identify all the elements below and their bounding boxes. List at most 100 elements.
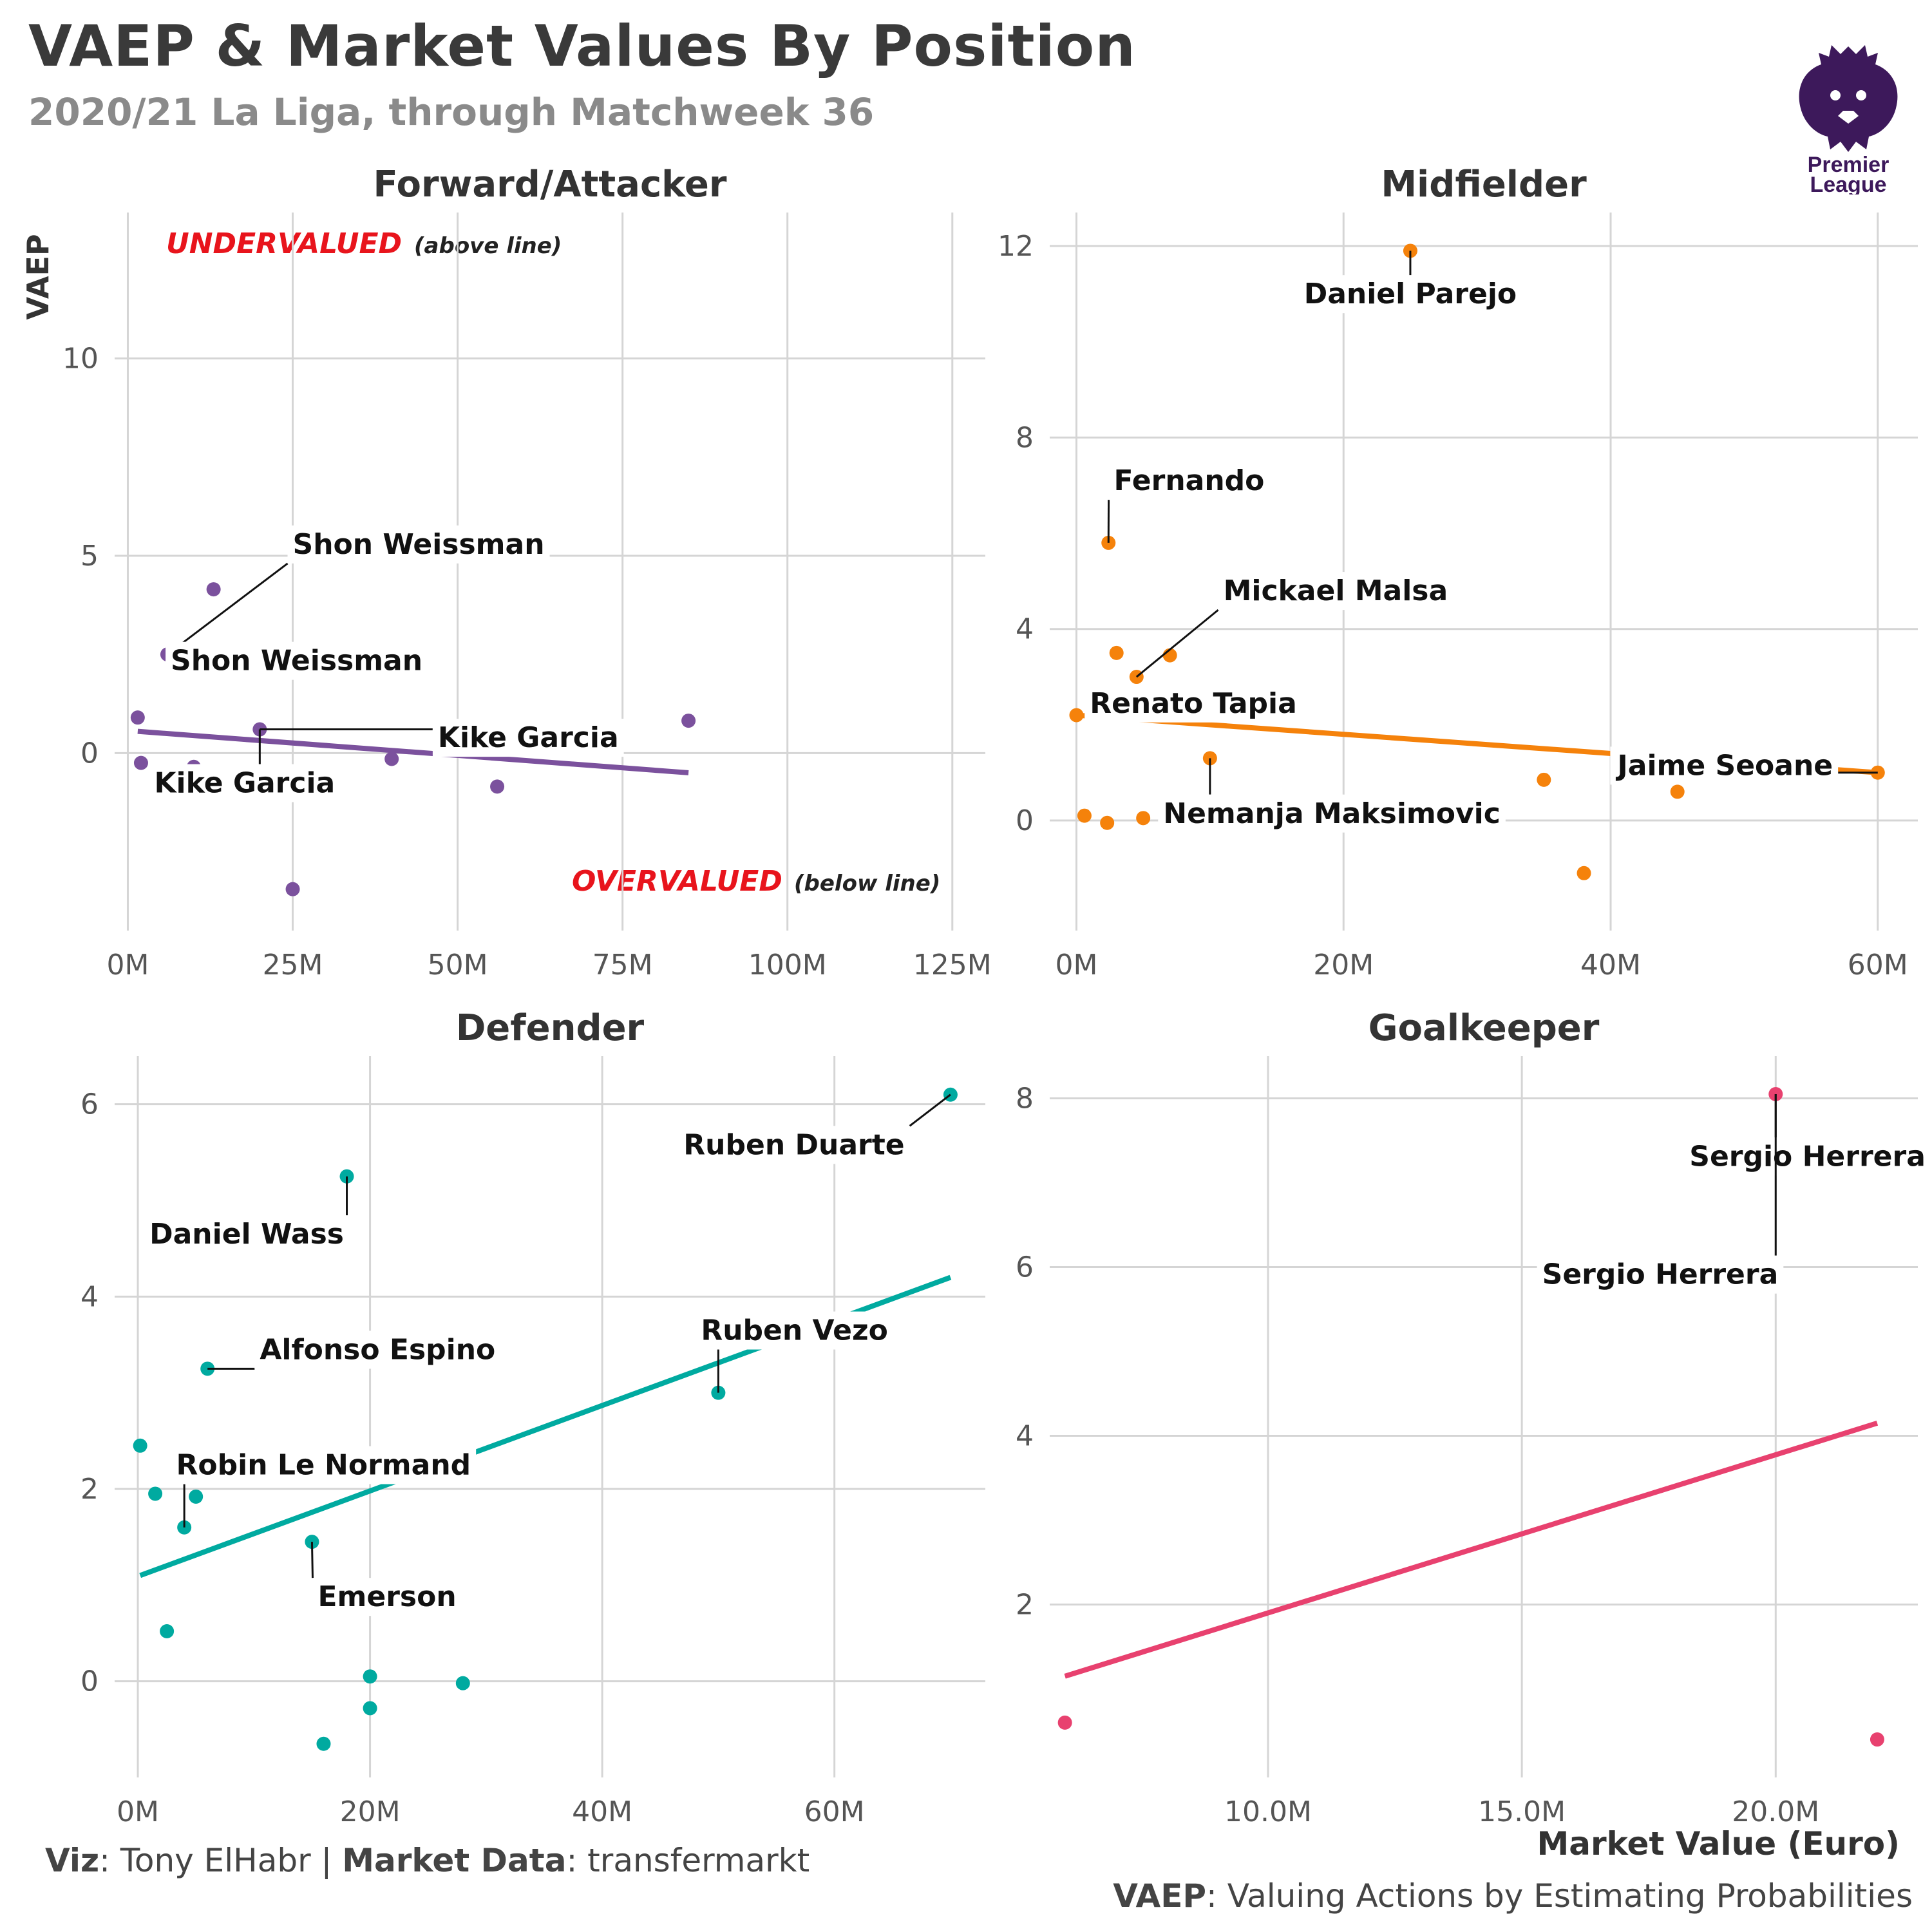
caption-vaep-value: : Valuing Actions by Estimating Probabil… — [1206, 1877, 1913, 1915]
label-background — [149, 764, 341, 802]
x-tick-label: 0M — [117, 1795, 159, 1828]
overvalued-label: OVERVALUED — [572, 865, 782, 898]
label-background — [1684, 1137, 1931, 1176]
trend-line — [137, 728, 689, 775]
above-line-note: (above line) — [414, 233, 562, 259]
label-connector — [167, 562, 289, 656]
player-label: Shon Weissman — [293, 528, 545, 561]
panel-defender: Defender 0M 20M 40M 60M 0 2 4 6 Ruben Duarte Danie… — [80, 1007, 985, 1828]
player-label: Renato Tapia — [1090, 687, 1297, 720]
data-point — [1077, 808, 1092, 823]
x-tick-label: 10.0M — [1224, 1795, 1312, 1828]
x-tick-label: 40M — [572, 1795, 632, 1828]
data-point — [1537, 772, 1551, 787]
gridlines — [115, 213, 985, 931]
gridlines — [115, 1056, 985, 1777]
x-tick-label: 50M — [428, 949, 488, 981]
data-point — [189, 1489, 204, 1504]
player-label: Ruben Duarte — [683, 1128, 904, 1161]
data-point — [363, 1701, 377, 1716]
data-point — [133, 1438, 147, 1453]
x-tick-label: 125M — [913, 949, 992, 981]
data-point — [1870, 1732, 1884, 1747]
data-point — [133, 755, 148, 770]
data-point — [1577, 866, 1591, 880]
data-point — [160, 1624, 175, 1639]
panel-midfielder: Midfielder 0M 20M 40M 60M 0 4 8 12 Daniel Parejo F… — [998, 164, 1918, 981]
y-tick-label: 0 — [80, 737, 99, 770]
data-point — [363, 1669, 377, 1684]
trend-line — [1064, 1421, 1879, 1679]
player-label: Kike Garcia — [154, 767, 335, 800]
x-tick-label: 0M — [107, 949, 149, 981]
x-tick-label: 20M — [340, 1795, 401, 1828]
below-line-note: (below line) — [794, 871, 940, 896]
label-background — [312, 1578, 462, 1616]
player-label: Sergio Herrera — [1689, 1140, 1926, 1173]
label-background — [166, 641, 428, 680]
label-background — [144, 1215, 349, 1254]
data-point — [1136, 811, 1151, 826]
caption-viz-label: Viz — [45, 1842, 100, 1879]
y-tick-label: 5 — [80, 540, 99, 573]
x-tick-label: 20M — [1313, 949, 1374, 981]
label-background — [1298, 275, 1522, 314]
annotation-overvalued: OVERVALUED (below line) — [572, 865, 940, 898]
y-tick-label: 4 — [1016, 613, 1034, 646]
caption-viz-value: : Tony ElHabr | — [99, 1842, 343, 1879]
panel-title: Defender — [456, 1007, 645, 1049]
caption-vaep-label: VAEP — [1113, 1877, 1207, 1915]
logo-text-premier: Premier — [1808, 153, 1889, 177]
label-background — [1108, 462, 1270, 500]
label-background — [254, 1331, 501, 1369]
x-tick-label: 25M — [263, 949, 323, 981]
label-background — [696, 1311, 893, 1350]
y-tick-label: 6 — [1016, 1251, 1034, 1283]
caption-vaep-definition: VAEP: Valuing Actions by Estimating Prob… — [1113, 1877, 1913, 1915]
premier-league-logo: Premier League — [1799, 45, 1898, 194]
y-axis-title: VAEP — [21, 234, 55, 319]
data-point — [681, 714, 696, 728]
x-tick-label: 15.0M — [1478, 1795, 1566, 1828]
data-point — [1069, 708, 1084, 723]
label-connector — [909, 1094, 951, 1127]
data-point — [455, 1676, 470, 1690]
panel-forward-attacker: Forward/Attacker 0M 25M 50M 75M 100M 125M 0 5 10 S… — [62, 164, 992, 981]
caption-credits: Viz: Tony ElHabr | Market Data: transfer… — [45, 1842, 810, 1879]
label-background — [1537, 1255, 1784, 1294]
data-point — [148, 1486, 163, 1501]
y-tick-label: 8 — [1016, 421, 1034, 454]
data-point — [384, 752, 399, 766]
y-tick-label: 2 — [1016, 1588, 1034, 1621]
label-background — [432, 719, 624, 757]
x-tick-label: 40M — [1580, 949, 1641, 981]
y-tick-label: 2 — [80, 1473, 99, 1506]
player-label: Jaime Seoane — [1615, 749, 1833, 782]
player-label: Fernando — [1114, 464, 1265, 497]
y-tick-label: 8 — [1016, 1082, 1034, 1115]
chart-subtitle: 2020/21 La Liga, through Matchweek 36 — [28, 90, 875, 134]
label-background — [287, 525, 550, 564]
player-label: Sergio Herrera — [1542, 1258, 1779, 1291]
premier-league-lion-icon — [1799, 45, 1898, 152]
panel-title: Forward/Attacker — [374, 164, 727, 205]
y-tick-label: 4 — [1016, 1419, 1034, 1452]
data-point — [1670, 784, 1685, 799]
x-tick-label: 100M — [748, 949, 827, 981]
player-label: Alfonso Espino — [260, 1333, 495, 1366]
label-background — [1158, 794, 1506, 833]
undervalued-label: UNDERVALUED — [166, 227, 402, 260]
data-point — [130, 710, 145, 725]
player-label: Daniel Wass — [149, 1218, 344, 1251]
data-point — [1057, 1715, 1072, 1730]
data-point — [1100, 815, 1115, 830]
x-tick-label: 60M — [1848, 949, 1908, 981]
player-label: Robin Le Normand — [176, 1449, 471, 1482]
y-tick-label: 12 — [998, 230, 1034, 263]
label-background — [678, 1126, 910, 1164]
player-label: Daniel Parejo — [1304, 278, 1517, 310]
label-background — [1218, 572, 1454, 611]
annotation-undervalued: UNDERVALUED (above line) — [166, 227, 562, 260]
y-tick-label: 4 — [80, 1280, 99, 1313]
